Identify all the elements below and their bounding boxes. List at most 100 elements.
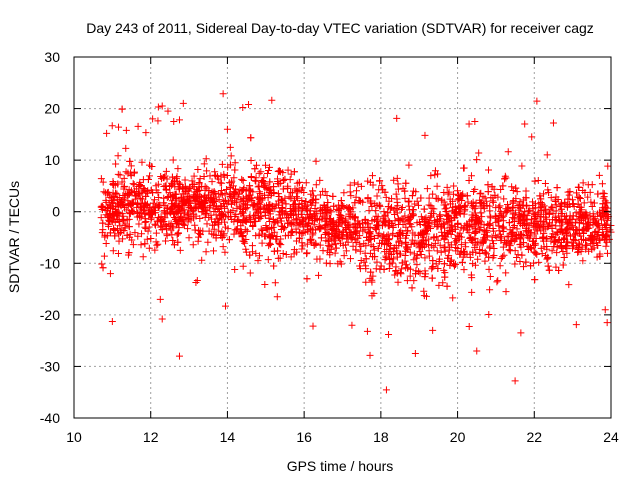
data-point [261,211,269,219]
data-point [441,205,449,213]
data-point [393,195,401,203]
data-point [294,187,302,195]
data-point [429,263,437,271]
data-point [368,203,376,211]
data-point [598,180,606,188]
data-point [565,281,573,289]
data-point [457,204,465,212]
data-point [131,229,139,237]
data-point [250,218,258,226]
data-point [231,159,239,167]
data-point [286,204,294,212]
data-point [257,225,265,233]
data-point [429,257,437,265]
data-point [220,170,228,178]
data-point [246,251,254,259]
data-point [562,243,570,251]
data-point [287,231,295,239]
data-point [110,225,118,233]
data-point [470,220,478,228]
data-point [454,196,462,204]
data-point [450,214,458,222]
data-point [273,293,281,301]
data-point [133,200,141,208]
data-point [390,255,398,263]
data-point [302,198,310,206]
data-point [569,242,577,250]
data-point [174,203,182,211]
data-point [200,172,208,180]
data-point [233,226,241,234]
y-tick-label: 10 [44,152,60,168]
y-tick-label: -20 [40,307,60,323]
data-point [335,234,343,242]
data-point [601,210,609,218]
data-point [312,240,320,248]
data-point [247,173,255,181]
data-point [281,223,289,231]
data-point [215,207,223,215]
data-point [120,183,128,191]
data-point [484,166,492,174]
data-point [318,215,326,223]
data-point [267,234,275,242]
data-point [342,224,350,232]
data-point [161,221,169,229]
data-point [163,175,171,183]
data-point [367,199,375,207]
data-point [502,269,510,277]
data-point [531,230,539,238]
data-point [227,208,235,216]
data-point [255,231,263,239]
data-point [176,180,184,188]
data-point [476,190,484,198]
data-point [449,197,457,205]
data-point [299,242,307,250]
data-point [239,262,247,270]
data-point [119,200,127,208]
data-point [388,203,396,211]
data-point [395,242,403,250]
data-point [304,227,312,235]
data-point [468,211,476,219]
data-point [290,201,298,209]
data-point [467,172,475,180]
data-point [217,186,225,194]
data-point [357,257,365,265]
data-point [99,219,107,227]
data-point [443,211,451,219]
data-point [436,211,444,219]
data-point [194,205,202,213]
data-point [277,241,285,249]
data-point [253,161,261,169]
data-point [373,217,381,225]
data-point [185,234,193,242]
data-point [553,243,561,251]
data-point [409,187,417,195]
data-point [345,204,353,212]
data-point [429,326,437,334]
data-point [434,170,442,178]
data-point [547,205,555,213]
data-point [404,198,412,206]
data-point [151,220,159,228]
data-point [509,197,517,205]
data-point [155,193,163,201]
data-point [162,237,170,245]
data-point [481,257,489,265]
data-point [372,225,380,233]
data-point [601,306,609,314]
data-point [366,228,374,236]
data-point [421,254,429,262]
data-point [156,201,164,209]
data-point [160,217,168,225]
data-point [552,201,560,209]
data-point [373,216,381,224]
data-point [479,201,487,209]
data-point [339,241,347,249]
x-axis-ticks: 10 12 14 16 18 20 22 24 [66,57,619,445]
data-point [547,237,555,245]
data-point [347,208,355,216]
data-point [312,181,320,189]
data-point [594,228,602,236]
